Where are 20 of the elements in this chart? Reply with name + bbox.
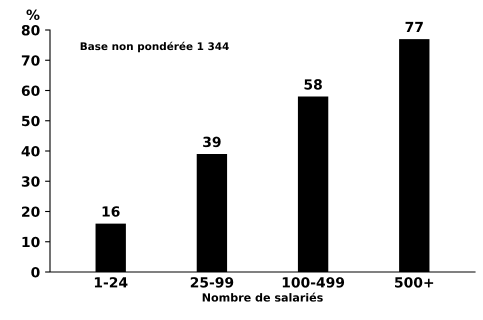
x-tick-label: 100-499 [282, 277, 344, 288]
data-label: 77 [406, 22, 423, 32]
x-tick-label: 25-99 [190, 277, 234, 288]
y-axis-title: % [26, 10, 40, 20]
y-tick-label: 60 [22, 85, 40, 96]
data-label: 58 [304, 79, 322, 90]
y-tick-label: 20 [22, 206, 40, 217]
data-label: 39 [203, 136, 221, 148]
y-tick-label: 70 [22, 55, 40, 66]
x-axis-title: Nombre de salariés [202, 292, 323, 302]
data-label: 16 [102, 206, 120, 217]
y-tick-label: 30 [22, 176, 40, 187]
y-tick-label: 10 [22, 236, 40, 248]
y-tick-label: 40 [22, 146, 40, 156]
y-tick-label: 50 [22, 116, 40, 126]
y-tick-label: 0 [31, 266, 40, 278]
x-tick-label: 1-24 [94, 277, 128, 288]
x-tick-label: 500+ [395, 277, 434, 288]
y-tick-label: 80 [22, 24, 40, 36]
annotation: Base non pondérée 1 344 [80, 42, 229, 52]
